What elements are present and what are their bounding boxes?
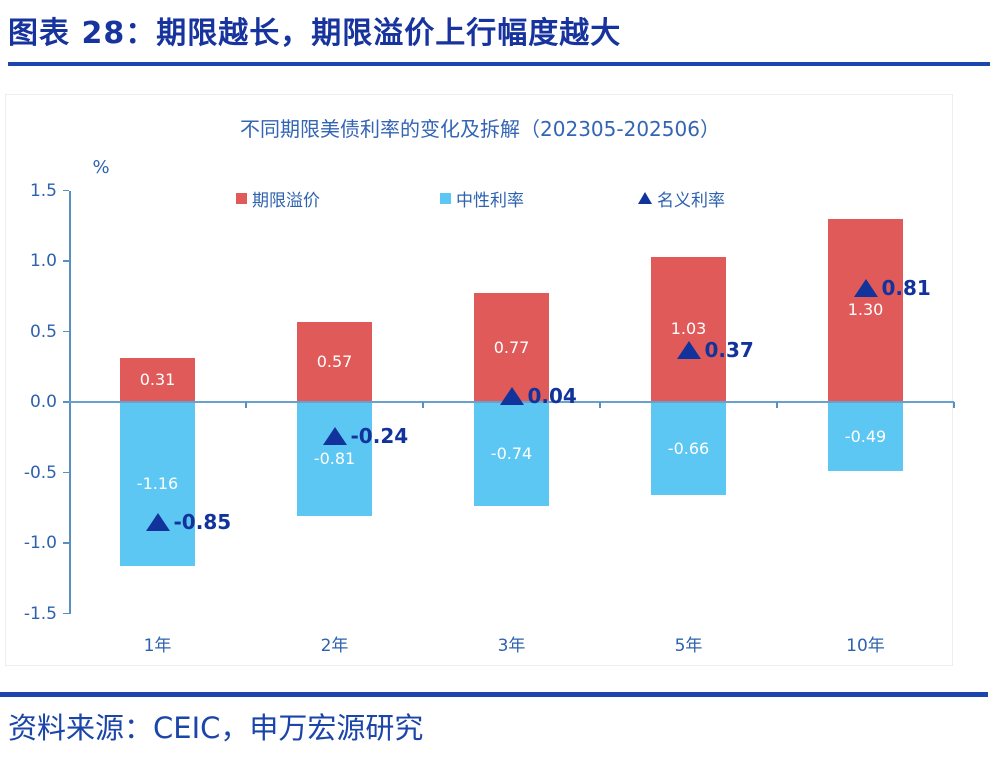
nominal-rate-triangle-icon <box>676 340 701 359</box>
x-axis-tick <box>953 402 955 408</box>
chart-frame: 不同期限美债利率的变化及拆解（202305-202506） 期限溢价 中性利率 … <box>5 94 955 667</box>
y-axis-tick-label: 0.0 <box>29 392 57 412</box>
neutral-rate-bar <box>651 402 726 496</box>
x-axis-tick <box>245 402 247 408</box>
source-divider <box>0 692 988 697</box>
legend-item-neutral-rate: 中性利率 <box>440 187 524 211</box>
neutral-rate-bar <box>297 402 372 517</box>
y-axis-tick-label: -1.0 <box>23 533 57 553</box>
neutral-rate-bar <box>474 402 549 507</box>
x-axis-tick <box>422 402 424 408</box>
legend-item-nominal-rate: 名义利率 <box>638 187 725 211</box>
navy-triangle-icon <box>638 192 652 204</box>
nominal-rate-value-label: -0.24 <box>350 423 409 448</box>
x-axis-category-label: 2年 <box>320 636 349 656</box>
y-axis-tick-label: -1.5 <box>23 603 57 624</box>
nominal-rate-value-label: 0.81 <box>881 275 931 300</box>
chart-title: 不同期限美债利率的变化及拆解（202305-202506） <box>240 117 720 141</box>
y-axis-tick-label: -0.5 <box>23 462 57 483</box>
x-axis-tick <box>776 402 778 408</box>
neutral-rate-value-label: -0.74 <box>490 444 533 464</box>
y-axis-tick-label: 1.0 <box>29 251 57 271</box>
y-axis-tick <box>63 189 69 192</box>
x-axis-category-label: 10年 <box>846 636 885 656</box>
legend-label-neutral-rate: 中性利率 <box>456 190 524 211</box>
nominal-rate-value-label: 0.37 <box>704 337 754 362</box>
nominal-rate-triangle-icon <box>322 426 347 445</box>
source-text: 资料来源：CEIC，申万宏源研究 <box>8 711 424 745</box>
neutral-rate-value-label: -0.66 <box>667 438 710 458</box>
term-premium-value-label: 1.30 <box>847 300 884 320</box>
title-underline <box>8 62 990 66</box>
neutral-rate-value-label: -0.49 <box>844 426 887 446</box>
term-premium-bar <box>120 358 195 402</box>
legend-label-nominal-rate: 名义利率 <box>657 190 725 211</box>
y-axis-tick <box>63 612 69 615</box>
x-axis-tick <box>599 402 601 408</box>
lightblue-square-icon <box>440 192 451 204</box>
term-premium-value-label: 0.31 <box>139 370 176 390</box>
x-axis-category-label: 5年 <box>674 636 703 656</box>
nominal-rate-value-label: -0.85 <box>173 509 232 534</box>
red-square-icon <box>236 192 247 204</box>
neutral-rate-value-label: -1.16 <box>136 473 179 493</box>
term-premium-bar <box>297 321 372 402</box>
legend-item-term-premium: 期限溢价 <box>236 187 320 211</box>
y-axis-tick <box>63 401 69 403</box>
figure-title: 图表 28：期限越长，期限溢价上行幅度越大 <box>8 16 622 51</box>
y-axis-tick-label: 1.5 <box>29 180 57 201</box>
neutral-rate-value-label: -0.81 <box>313 449 356 469</box>
y-axis-tick-label: 0.5 <box>29 321 57 342</box>
neutral-rate-bar <box>828 402 903 472</box>
plot-area: 1.5 1.0 0.5 0.0 -0.5 -1.0 -1.5 0.31 -1.16 -0.85 1年… <box>6 95 955 667</box>
term-premium-value-label: 0.57 <box>316 351 353 371</box>
y-axis-tick <box>63 330 69 333</box>
y-axis-tick <box>63 542 69 544</box>
term-premium-value-label: 0.77 <box>493 337 530 357</box>
term-premium-value-label: 1.03 <box>670 319 707 339</box>
term-premium-bar <box>474 293 549 402</box>
nominal-rate-value-label: 0.04 <box>527 384 577 409</box>
nominal-rate-triangle-icon <box>145 512 170 531</box>
nominal-rate-triangle-icon <box>499 387 524 406</box>
term-premium-bar <box>828 218 903 402</box>
y-axis-unit-label: % <box>92 157 110 178</box>
nominal-rate-triangle-icon <box>853 278 878 297</box>
y-axis-tick <box>63 260 69 262</box>
y-axis-tick <box>63 471 69 474</box>
neutral-rate-bar <box>120 402 195 566</box>
x-axis-category-label: 1年 <box>143 636 172 656</box>
legend-label-term-premium: 期限溢价 <box>252 190 320 211</box>
term-premium-bar <box>651 256 726 402</box>
x-axis-category-label: 3年 <box>497 636 526 656</box>
